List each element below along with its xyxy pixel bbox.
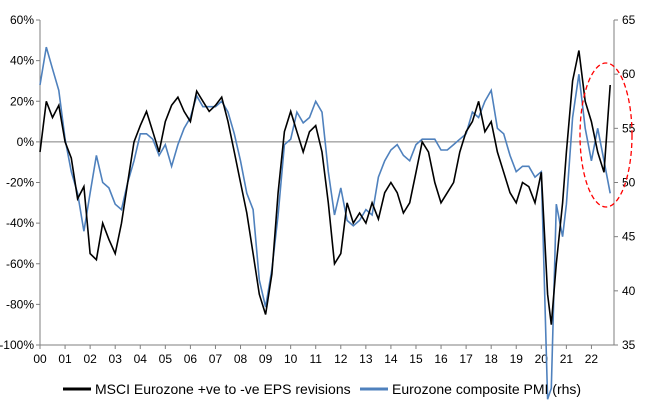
right-tick-label: 50 (622, 176, 636, 190)
x-tick-label: 21 (560, 352, 574, 366)
left-tick-label: -100% (0, 338, 34, 352)
legend-label-pmi: Eurozone composite PMI (rhs) (392, 381, 581, 397)
left-tick-label: -40% (6, 216, 34, 230)
series-line-eps-revisions (39, 50, 611, 325)
left-tick-label: -20% (6, 176, 34, 190)
x-tick-label: 09 (259, 352, 273, 366)
x-tick-label: 03 (109, 352, 123, 366)
x-tick-label: 01 (58, 352, 72, 366)
right-tick-label: 40 (622, 284, 636, 298)
x-tick-label: 05 (159, 352, 173, 366)
left-tick-label: -80% (6, 297, 34, 311)
x-tick-label: 11 (309, 352, 322, 366)
x-tick-label: 20 (535, 352, 549, 366)
x-tick-label: 15 (409, 352, 423, 366)
annotation-ellipse (579, 62, 633, 208)
x-tick-label: 00 (33, 352, 47, 366)
x-tick-label: 04 (134, 352, 148, 366)
x-tick-label: 02 (83, 352, 97, 366)
x-tick-label: 17 (459, 352, 473, 366)
x-tick-label: 10 (284, 352, 298, 366)
legend-label-eps-revisions: MSCI Eurozone +ve to -ve EPS revisions (95, 381, 351, 397)
right-tick-label: 60 (622, 67, 636, 81)
x-tick-label: 07 (209, 352, 223, 366)
right-tick-label: 35 (622, 338, 636, 352)
x-tick-label: 14 (384, 352, 398, 366)
right-tick-label: 55 (622, 121, 636, 135)
x-tick-label: 19 (510, 352, 524, 366)
left-axis-ticks: 60% 40% 20% 0% -20% -40% -60% -80% -100% (0, 13, 40, 352)
x-tick-label: 22 (585, 352, 599, 366)
legend: MSCI Eurozone +ve to -ve EPS revisions E… (63, 381, 581, 397)
right-axis-ticks: 65 60 55 50 45 40 35 (614, 13, 636, 352)
left-tick-label: 20% (10, 94, 34, 108)
left-tick-label: 0% (17, 135, 35, 149)
x-tick-label: 06 (184, 352, 198, 366)
x-tick-label: 18 (484, 352, 498, 366)
left-tick-label: 40% (10, 54, 34, 68)
right-tick-label: 65 (622, 13, 636, 27)
right-tick-label: 45 (622, 230, 636, 244)
x-axis-ticks: 00 01 02 03 04 05 06 07 08 09 10 11 12 13 14 15 16 17 18 19… (33, 345, 598, 366)
series-line-pmi (39, 46, 611, 400)
x-tick-label: 12 (334, 352, 348, 366)
left-tick-label: -60% (6, 257, 34, 271)
x-tick-label: 08 (234, 352, 248, 366)
x-tick-label: 16 (434, 352, 448, 366)
x-tick-label: 13 (359, 352, 373, 366)
left-tick-label: 60% (10, 13, 34, 27)
